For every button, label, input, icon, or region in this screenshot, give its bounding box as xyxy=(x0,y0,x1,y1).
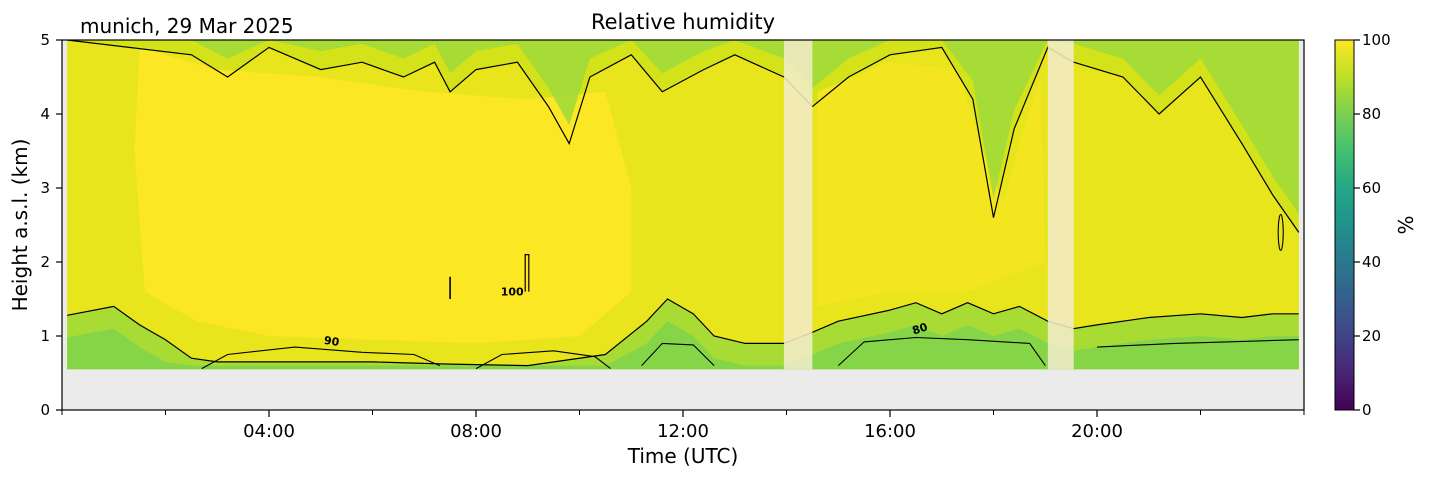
chart-title: Relative humidity xyxy=(591,10,775,34)
colorbar-tick-label: 20 xyxy=(1362,327,1381,345)
colorbar-label: % xyxy=(1394,215,1418,234)
contour-line-cloud-base xyxy=(67,40,1300,233)
contour-line-lower xyxy=(641,342,715,366)
contour-line-isolated xyxy=(524,254,530,292)
contour-label: 80 xyxy=(911,320,930,337)
x-axis: 04:00 08:00 12:00 16:00 20:00 xyxy=(61,410,1305,442)
y-axis-label: Height a.s.l. (km) xyxy=(8,139,32,312)
contour-line-lower xyxy=(475,350,611,370)
y-tick-label: 3 xyxy=(40,179,50,197)
contour-line-lower xyxy=(837,336,1046,367)
x-tick-label: 08:00 xyxy=(450,421,502,442)
contour-line-isolated xyxy=(1277,213,1284,251)
y-tick-label: 4 xyxy=(40,105,50,123)
colorbar: 0 20 40 60 80 100 % xyxy=(1334,31,1418,419)
colorbar-ticks: 0 20 40 60 80 100 xyxy=(1354,31,1391,419)
field-upper-dry xyxy=(67,40,1299,214)
y-axis: 0 1 2 3 4 5 xyxy=(40,31,62,419)
colorbar-tick-label: 100 xyxy=(1362,31,1391,49)
y-tick-label: 0 xyxy=(40,401,50,419)
missing-data-band xyxy=(1047,40,1074,370)
location-date-label: munich, 29 Mar 2025 xyxy=(80,14,294,38)
contour-label: 90 xyxy=(323,334,340,349)
plot-area: 90 100 80 xyxy=(62,40,1304,410)
contour-line-lower xyxy=(1096,339,1299,348)
y-tick-label: 5 xyxy=(40,31,50,49)
missing-data-bands xyxy=(783,40,1074,370)
colorbar-tick-label: 60 xyxy=(1362,179,1381,197)
field-saturated-morning xyxy=(134,47,632,344)
humidity-field xyxy=(67,40,1299,370)
colorbar-tick-label: 40 xyxy=(1362,253,1381,271)
field-boundary-layer-dry xyxy=(67,321,1299,370)
contour-line-lower xyxy=(201,346,441,370)
field-saturated-afternoon xyxy=(817,62,1046,307)
colorbar-tick-label: 0 xyxy=(1362,401,1372,419)
y-tick-label: 2 xyxy=(40,253,50,271)
x-axis-label: Time (UTC) xyxy=(627,444,739,468)
contour-labels: 90 100 80 xyxy=(323,285,929,349)
missing-data-band xyxy=(783,40,813,370)
colorbar-tick-label: 80 xyxy=(1362,105,1381,123)
contour-label: 100 xyxy=(501,285,524,298)
x-tick-label: 04:00 xyxy=(243,421,295,442)
x-tick-label: 12:00 xyxy=(657,421,709,442)
y-tick-label: 1 xyxy=(40,327,50,345)
x-tick-label: 20:00 xyxy=(1071,421,1123,442)
x-tick-label: 16:00 xyxy=(864,421,916,442)
colorbar-strip xyxy=(1334,39,1355,411)
